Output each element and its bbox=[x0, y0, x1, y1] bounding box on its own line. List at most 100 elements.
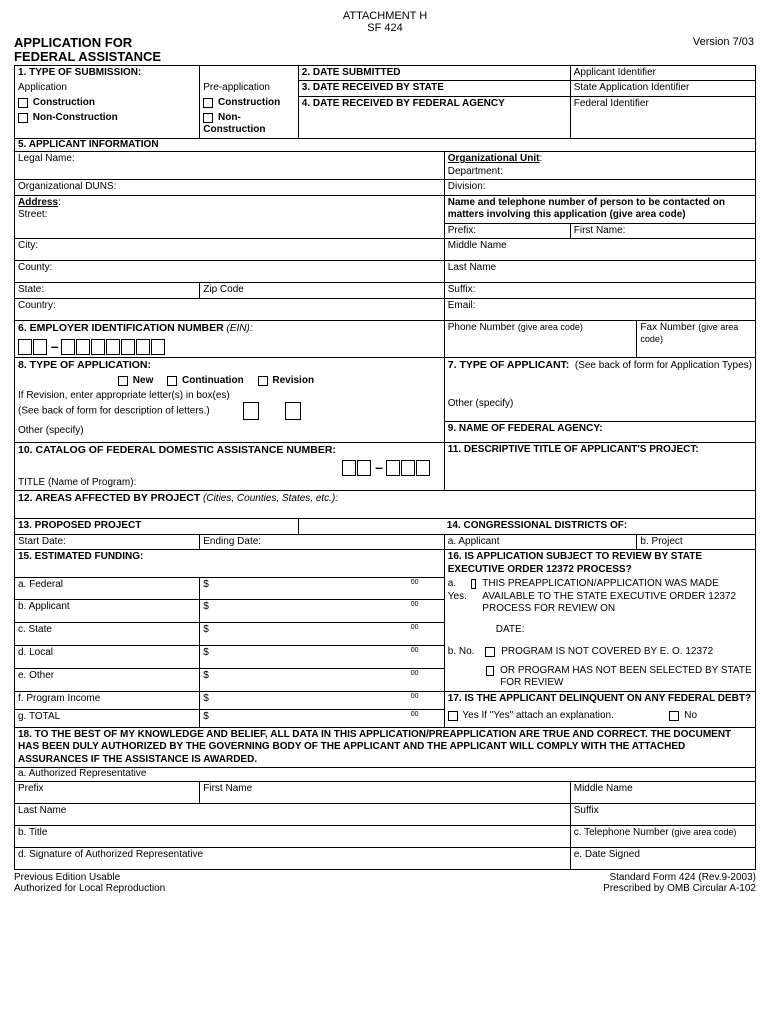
fund-applicant: b. Applicant bbox=[15, 600, 200, 623]
s18-text: 18. TO THE BEST OF MY KNOWLEDGE AND BELI… bbox=[15, 727, 756, 768]
main-table: 1. TYPE OF SUBMISSION: 2. DATE SUBMITTED… bbox=[14, 65, 756, 870]
rep-prefix: Prefix bbox=[15, 781, 200, 803]
ein-box[interactable] bbox=[33, 339, 47, 355]
fund-state: c. State bbox=[15, 623, 200, 646]
s4-heading: 4. DATE RECEIVED BY FEDERAL AGENCY bbox=[298, 96, 570, 138]
rep-signature: d. Signature of Authorized Representativ… bbox=[15, 847, 571, 869]
s8-other: Other (specify) bbox=[15, 421, 445, 442]
rep-middle-name: Middle Name bbox=[570, 781, 755, 803]
legal-name-label: Legal Name: bbox=[15, 152, 445, 180]
cfda-box[interactable] bbox=[386, 460, 400, 476]
country-label: Country: bbox=[15, 298, 445, 320]
rep-date-signed: e. Date Signed bbox=[570, 847, 755, 869]
ein-box[interactable] bbox=[136, 339, 150, 355]
phone-label: Phone Number (give area code) bbox=[444, 320, 637, 357]
s10-cell: 10. CATALOG OF FEDERAL DOMESTIC ASSISTAN… bbox=[15, 442, 445, 491]
ein-box[interactable] bbox=[18, 339, 32, 355]
s5-heading: 5. APPLICANT INFORMATION bbox=[15, 138, 756, 152]
checkbox-continuation[interactable] bbox=[167, 376, 177, 386]
checkbox-preapp-nonconstruction[interactable] bbox=[203, 113, 213, 123]
s7-cell: 7. TYPE OF APPLICANT: (See back of form … bbox=[444, 357, 755, 421]
checkbox-17-no[interactable] bbox=[669, 711, 679, 721]
ein-box[interactable] bbox=[106, 339, 120, 355]
s2-heading: 2. DATE SUBMITTED bbox=[298, 65, 570, 81]
form-sf424: ATTACHMENT H SF 424 APPLICATION FOR FEDE… bbox=[14, 10, 756, 894]
ein-box[interactable] bbox=[91, 339, 105, 355]
federal-identifier: Federal Identifier bbox=[570, 96, 755, 138]
fax-label: Fax Number (give area code) bbox=[637, 320, 756, 357]
rep-first-name: First Name bbox=[200, 781, 570, 803]
cfda-box[interactable] bbox=[416, 460, 430, 476]
auth-rep-label: a. Authorized Representative bbox=[15, 768, 756, 782]
county-label: County: bbox=[15, 261, 445, 283]
fund-program-income: f. Program Income bbox=[15, 691, 200, 709]
application-col: Application bbox=[15, 81, 200, 97]
form-number: SF 424 bbox=[14, 22, 756, 34]
state-app-id: State Application Identifier bbox=[570, 81, 755, 97]
rep-suffix: Suffix bbox=[570, 803, 755, 825]
end-date-label: Ending Date: bbox=[200, 534, 445, 550]
first-name-label: First Name: bbox=[570, 223, 755, 239]
s15-heading: 15. ESTIMATED FUNDING: bbox=[15, 550, 445, 578]
s8-heading: 8. TYPE OF APPLICATION: bbox=[18, 359, 151, 371]
s9-heading: 9. NAME OF FEDERAL AGENCY: bbox=[444, 421, 755, 442]
attachment-label: ATTACHMENT H bbox=[14, 10, 756, 22]
s3-heading: 3. DATE RECEIVED BY STATE bbox=[298, 81, 570, 97]
prefix-label: Prefix: bbox=[444, 223, 570, 239]
city-label: City: bbox=[15, 239, 445, 261]
cfda-box[interactable] bbox=[342, 460, 356, 476]
middle-name-label: Middle Name bbox=[444, 239, 755, 261]
start-date-label: Start Date: bbox=[15, 534, 200, 550]
cd-project: b. Project bbox=[637, 534, 756, 550]
ein-box[interactable] bbox=[61, 339, 75, 355]
form-title: APPLICATION FOR FEDERAL ASSISTANCE bbox=[14, 36, 296, 65]
s6-cell: 6. EMPLOYER IDENTIFICATION NUMBER (EIN):… bbox=[15, 320, 445, 357]
suffix-label: Suffix: bbox=[444, 283, 755, 299]
s11-heading: 11. DESCRIPTIVE TITLE OF APPLICANT'S PRO… bbox=[444, 442, 755, 491]
s12-cell: 12. AREAS AFFECTED BY PROJECT (Cities, C… bbox=[15, 491, 756, 519]
address-label: Address bbox=[18, 197, 58, 208]
fund-other: e. Other bbox=[15, 668, 200, 691]
contact-header: Name and telephone number of person to b… bbox=[444, 195, 755, 223]
fund-local: d. Local bbox=[15, 645, 200, 668]
footer: Previous Edition Usable Authorized for L… bbox=[14, 872, 756, 894]
s14-heading: 14. CONGRESSIONAL DISTRICTS OF: bbox=[298, 519, 755, 535]
ein-box[interactable] bbox=[121, 339, 135, 355]
org-unit-label: Organizational Unit bbox=[448, 153, 540, 164]
applicant-identifier: Applicant Identifier bbox=[570, 65, 755, 81]
checkbox-app-nonconstruction[interactable] bbox=[18, 113, 28, 123]
division-label: Division: bbox=[444, 180, 755, 196]
checkbox-new[interactable] bbox=[118, 376, 128, 386]
checkbox-17-yes[interactable] bbox=[448, 711, 458, 721]
duns-label: Organizational DUNS: bbox=[15, 180, 445, 196]
version-label: Version 7/03 bbox=[693, 36, 756, 65]
checkbox-16-yes[interactable] bbox=[471, 579, 476, 589]
checkbox-preapp-construction[interactable] bbox=[203, 98, 213, 108]
state-label: State: bbox=[15, 283, 200, 299]
checkbox-16-no2[interactable] bbox=[486, 666, 494, 676]
checkbox-revision[interactable] bbox=[258, 376, 268, 386]
revision-letter-box[interactable] bbox=[243, 402, 259, 420]
ein-box[interactable] bbox=[151, 339, 165, 355]
fund-total: g. TOTAL bbox=[15, 709, 200, 727]
rep-last-name: Last Name bbox=[15, 803, 571, 825]
s13-heading: 13. PROPOSED PROJECT bbox=[15, 519, 299, 535]
cfda-box[interactable] bbox=[401, 460, 415, 476]
s17-heading: 17. IS THE APPLICANT DELINQUENT ON ANY F… bbox=[444, 691, 755, 709]
checkbox-app-construction[interactable] bbox=[18, 98, 28, 108]
last-name-label: Last Name bbox=[444, 261, 755, 283]
zip-label: Zip Code bbox=[200, 283, 445, 299]
rep-title: b. Title bbox=[15, 825, 571, 847]
email-label: Email: bbox=[444, 298, 755, 320]
fund-federal: a. Federal bbox=[15, 577, 200, 600]
s16-heading: 16. IS APPLICATION SUBJECT TO REVIEW BY … bbox=[444, 550, 755, 578]
s16-body: a. Yes. THIS PREAPPLICATION/APPLICATION … bbox=[444, 577, 755, 691]
s1-heading: 1. TYPE OF SUBMISSION: bbox=[15, 65, 200, 81]
rep-phone: c. Telephone Number bbox=[574, 827, 669, 838]
preapp-col: Pre-application bbox=[200, 81, 299, 97]
ein-box[interactable] bbox=[76, 339, 90, 355]
cd-applicant: a. Applicant bbox=[444, 534, 637, 550]
cfda-box[interactable] bbox=[357, 460, 371, 476]
revision-letter-box[interactable] bbox=[285, 402, 301, 420]
checkbox-16-no1[interactable] bbox=[485, 647, 495, 657]
